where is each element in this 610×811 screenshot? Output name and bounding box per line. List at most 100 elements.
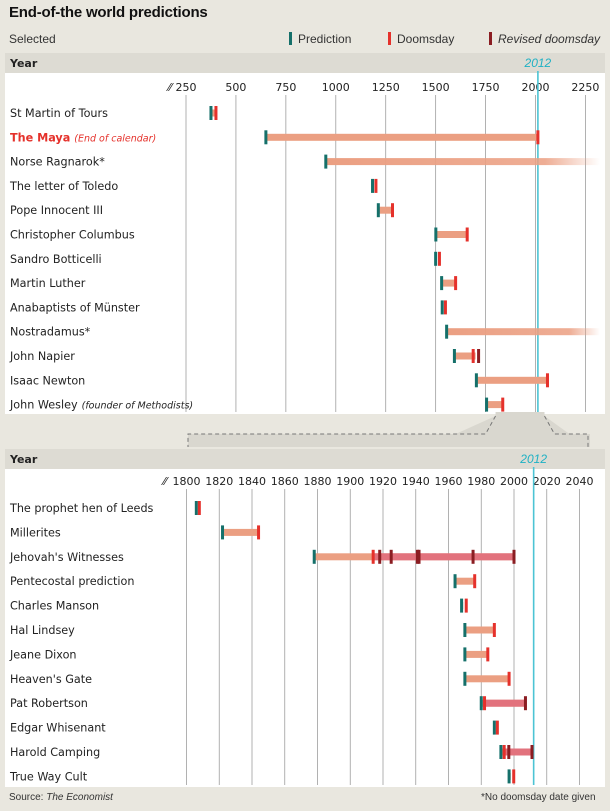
tick-label: 250: [176, 81, 197, 94]
zoom-connector-right-edge: [544, 415, 589, 447]
row-label: Martin Luther: [10, 277, 86, 290]
legend-doomsday-swatch: [388, 32, 391, 45]
revised-doomsday-marker: [512, 549, 516, 564]
axis-title: Year: [9, 453, 38, 466]
doomsday-marker: [492, 623, 496, 637]
tick-label: 1940: [402, 475, 430, 488]
row-label-name: Norse Ragnarok*: [10, 156, 105, 169]
row-12: John Wesley (founder of Methodists): [9, 397, 505, 412]
footnote: *No doomsday date given: [481, 792, 596, 803]
range-bar: [464, 626, 495, 634]
prediction-marker: [463, 623, 467, 637]
prediction-marker: [264, 130, 268, 145]
axis-break-mark: ⁄⁄: [160, 475, 169, 488]
legend-revised-doomsday: Revised doomsday: [489, 32, 600, 46]
axis-title: Year: [9, 57, 38, 70]
row-11: True Way Cult: [9, 769, 516, 784]
row-label-name: Sandro Botticelli: [10, 253, 102, 266]
row-label: Edgar Whisenant: [10, 722, 106, 735]
row-label: Hal Lindsey: [10, 624, 75, 637]
row-label: Pope Innocent III: [10, 204, 103, 217]
row-label: Millerites: [10, 526, 61, 539]
row-label: Pat Robertson: [10, 697, 88, 710]
range-bar: [454, 352, 476, 360]
range-bar: [222, 528, 259, 536]
row-label-name: The prophet hen of Leeds: [9, 502, 154, 515]
revised-doomsday-marker: [477, 349, 481, 363]
tick-label: 750: [275, 81, 296, 94]
row-label-name: The letter of Toledo: [9, 180, 118, 193]
row-4: Charles Manson: [10, 598, 468, 613]
row-5: Christopher Columbus: [10, 227, 469, 242]
row-label-name: Charles Manson: [10, 600, 99, 613]
row-label-name: Jehovah's Witnesses: [9, 551, 124, 564]
row-label: Sandro Botticelli: [10, 253, 102, 266]
tick-label: 1880: [304, 475, 332, 488]
zoom-connector-left-edge: [187, 415, 496, 447]
row-4: Pope Innocent III: [10, 203, 395, 218]
row-label-name: Martin Luther: [10, 277, 86, 290]
source-note: Source: The Economist: [9, 792, 113, 803]
row-label-name: Pentecostal prediction: [10, 575, 134, 588]
row-label-name: The Maya: [10, 131, 70, 144]
row-label: Norse Ragnarok*: [10, 156, 105, 169]
prediction-marker: [452, 349, 456, 363]
row-label: John Wesley (founder of Methodists): [9, 399, 193, 412]
row-label: Anabaptists of Münster: [10, 301, 140, 314]
prediction-marker: [312, 549, 316, 564]
doomsday-marker: [507, 671, 511, 686]
legend-revised-label: Revised doomsday: [498, 32, 601, 46]
doomsday-marker: [257, 525, 261, 540]
row-label-name: John Napier: [9, 350, 75, 363]
row-label-name: Pat Robertson: [10, 697, 88, 710]
doomsday-marker: [471, 349, 475, 363]
doomsday-marker: [501, 397, 505, 412]
row-8: Pat Robertson: [10, 696, 527, 711]
revised-doomsday-marker: [378, 549, 382, 564]
range-bar: [486, 401, 503, 409]
row-label-name: Harold Camping: [10, 746, 100, 759]
chart-title: End-of-the world predictions: [9, 4, 208, 21]
row-1: The Maya (End of calendar): [10, 130, 540, 145]
range-bar-open: [325, 158, 600, 166]
revised-bar-segment: [373, 553, 514, 561]
prediction-marker: [376, 203, 380, 218]
row-3: The letter of Toledo: [9, 178, 378, 193]
doomsday-marker: [486, 647, 490, 662]
revised-doomsday-marker: [417, 549, 421, 564]
range-bar: [435, 231, 468, 238]
doomsday-marker: [502, 745, 506, 759]
chart-panel-2: Year 2012 1800 1820 1840 1860 1880 1900 1920 1940…: [5, 449, 605, 787]
row-5: Hal Lindsey: [10, 623, 496, 637]
row-8: Anabaptists of Münster: [10, 300, 447, 315]
row-label-name: True Way Cult: [9, 770, 88, 783]
tick-label: 1500: [422, 81, 450, 94]
prediction-marker: [434, 227, 438, 242]
tick-label: 2040: [566, 475, 594, 488]
prediction-marker: [479, 696, 483, 711]
row-3: Pentecostal prediction: [10, 574, 477, 589]
prediction-marker: [371, 178, 375, 193]
prediction-marker: [194, 501, 198, 515]
tick-label: 1920: [369, 475, 397, 488]
row-10: John Napier: [9, 349, 481, 363]
doomsday-marker: [483, 696, 487, 711]
prediction-marker: [474, 373, 478, 388]
tick-label: 2000: [500, 475, 528, 488]
chart-subtitle: Selected: [9, 32, 56, 46]
row-label-name: Hal Lindsey: [10, 624, 75, 637]
tick-label: 1860: [271, 475, 299, 488]
range-bar: [378, 206, 393, 214]
doomsday-marker: [473, 574, 477, 589]
range-bar: [441, 279, 456, 287]
tick-label: 1960: [435, 475, 463, 488]
prediction-marker: [434, 251, 438, 266]
row-2: Norse Ragnarok*: [10, 154, 600, 169]
tick-label: 2020: [533, 475, 561, 488]
row-10: Harold Camping: [10, 745, 534, 759]
revised-bar-segment: [484, 699, 526, 707]
doomsday-marker: [437, 251, 441, 266]
prediction-marker: [460, 598, 464, 613]
doomsday-marker: [391, 203, 395, 218]
prediction-marker: [324, 154, 328, 169]
